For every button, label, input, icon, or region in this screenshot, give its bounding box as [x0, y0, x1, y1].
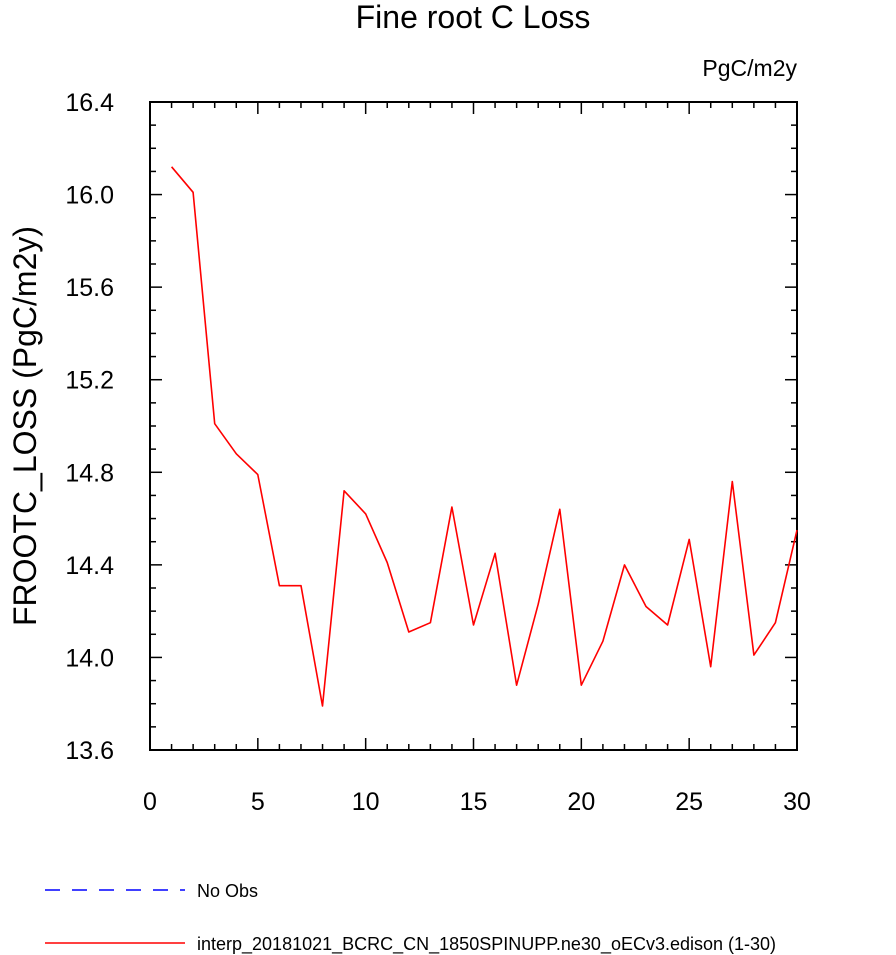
- y-axis-label: FROOTC_LOSS (PgC/m2y): [7, 226, 43, 626]
- axis-ticks: [149, 101, 798, 751]
- y-tick-label: 15.2: [65, 367, 114, 395]
- y-tick-label: 13.6: [65, 737, 114, 765]
- x-tick-label: 10: [352, 788, 380, 816]
- x-tick-label: 0: [143, 788, 157, 816]
- x-tick-label: 5: [251, 788, 265, 816]
- series-group: [170, 166, 798, 707]
- y-tick-label: 15.6: [65, 274, 114, 302]
- plot-frame: [149, 101, 798, 751]
- x-tick-label: 25: [675, 788, 703, 816]
- chart-title: Fine root C Loss: [356, 0, 591, 35]
- legend-label-no-obs: No Obs: [197, 881, 258, 901]
- x-tick-labels: 0 5 10 15 20 25 30: [143, 788, 811, 816]
- series-line: [170, 166, 798, 707]
- y-tick-label: 14.4: [65, 552, 114, 580]
- x-tick-label: 30: [783, 788, 811, 816]
- units-label: PgC/m2y: [702, 55, 797, 81]
- y-tick-label: 16.0: [65, 182, 114, 210]
- y-tick-label: 16.4: [65, 89, 114, 117]
- y-tick-label: 14.0: [65, 644, 114, 672]
- x-tick-label: 15: [460, 788, 488, 816]
- x-tick-label: 20: [567, 788, 595, 816]
- y-tick-label: 14.8: [65, 459, 114, 487]
- legend-label-model: interp_20181021_BCRC_CN_1850SPINUPP.ne30…: [197, 934, 776, 955]
- legend: No Obs interp_20181021_BCRC_CN_1850SPINU…: [45, 881, 776, 955]
- y-tick-labels: 13.6 14.0 14.4 14.8 15.2 15.6 16.0 16.4: [65, 89, 114, 765]
